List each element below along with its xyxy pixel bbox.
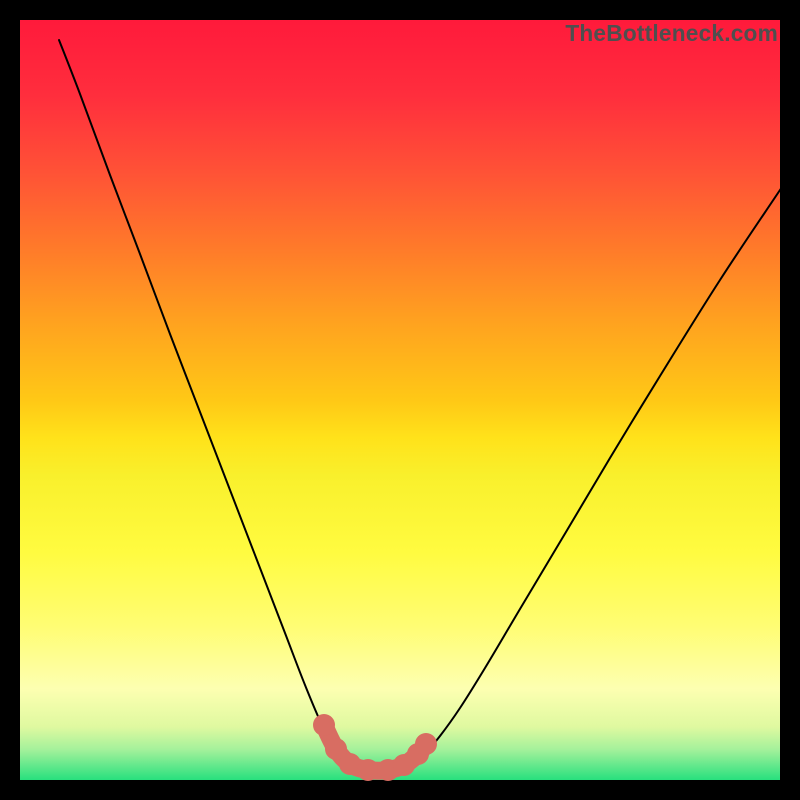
optimum-marker-dot [415,733,437,755]
bottleneck-curve-path [59,40,800,770]
optimum-marker-dot [313,714,335,736]
optimum-marker-dot [357,759,379,781]
chart-overlay-svg [0,0,800,800]
plot-group [59,40,800,781]
optimum-marker-group [313,714,437,781]
